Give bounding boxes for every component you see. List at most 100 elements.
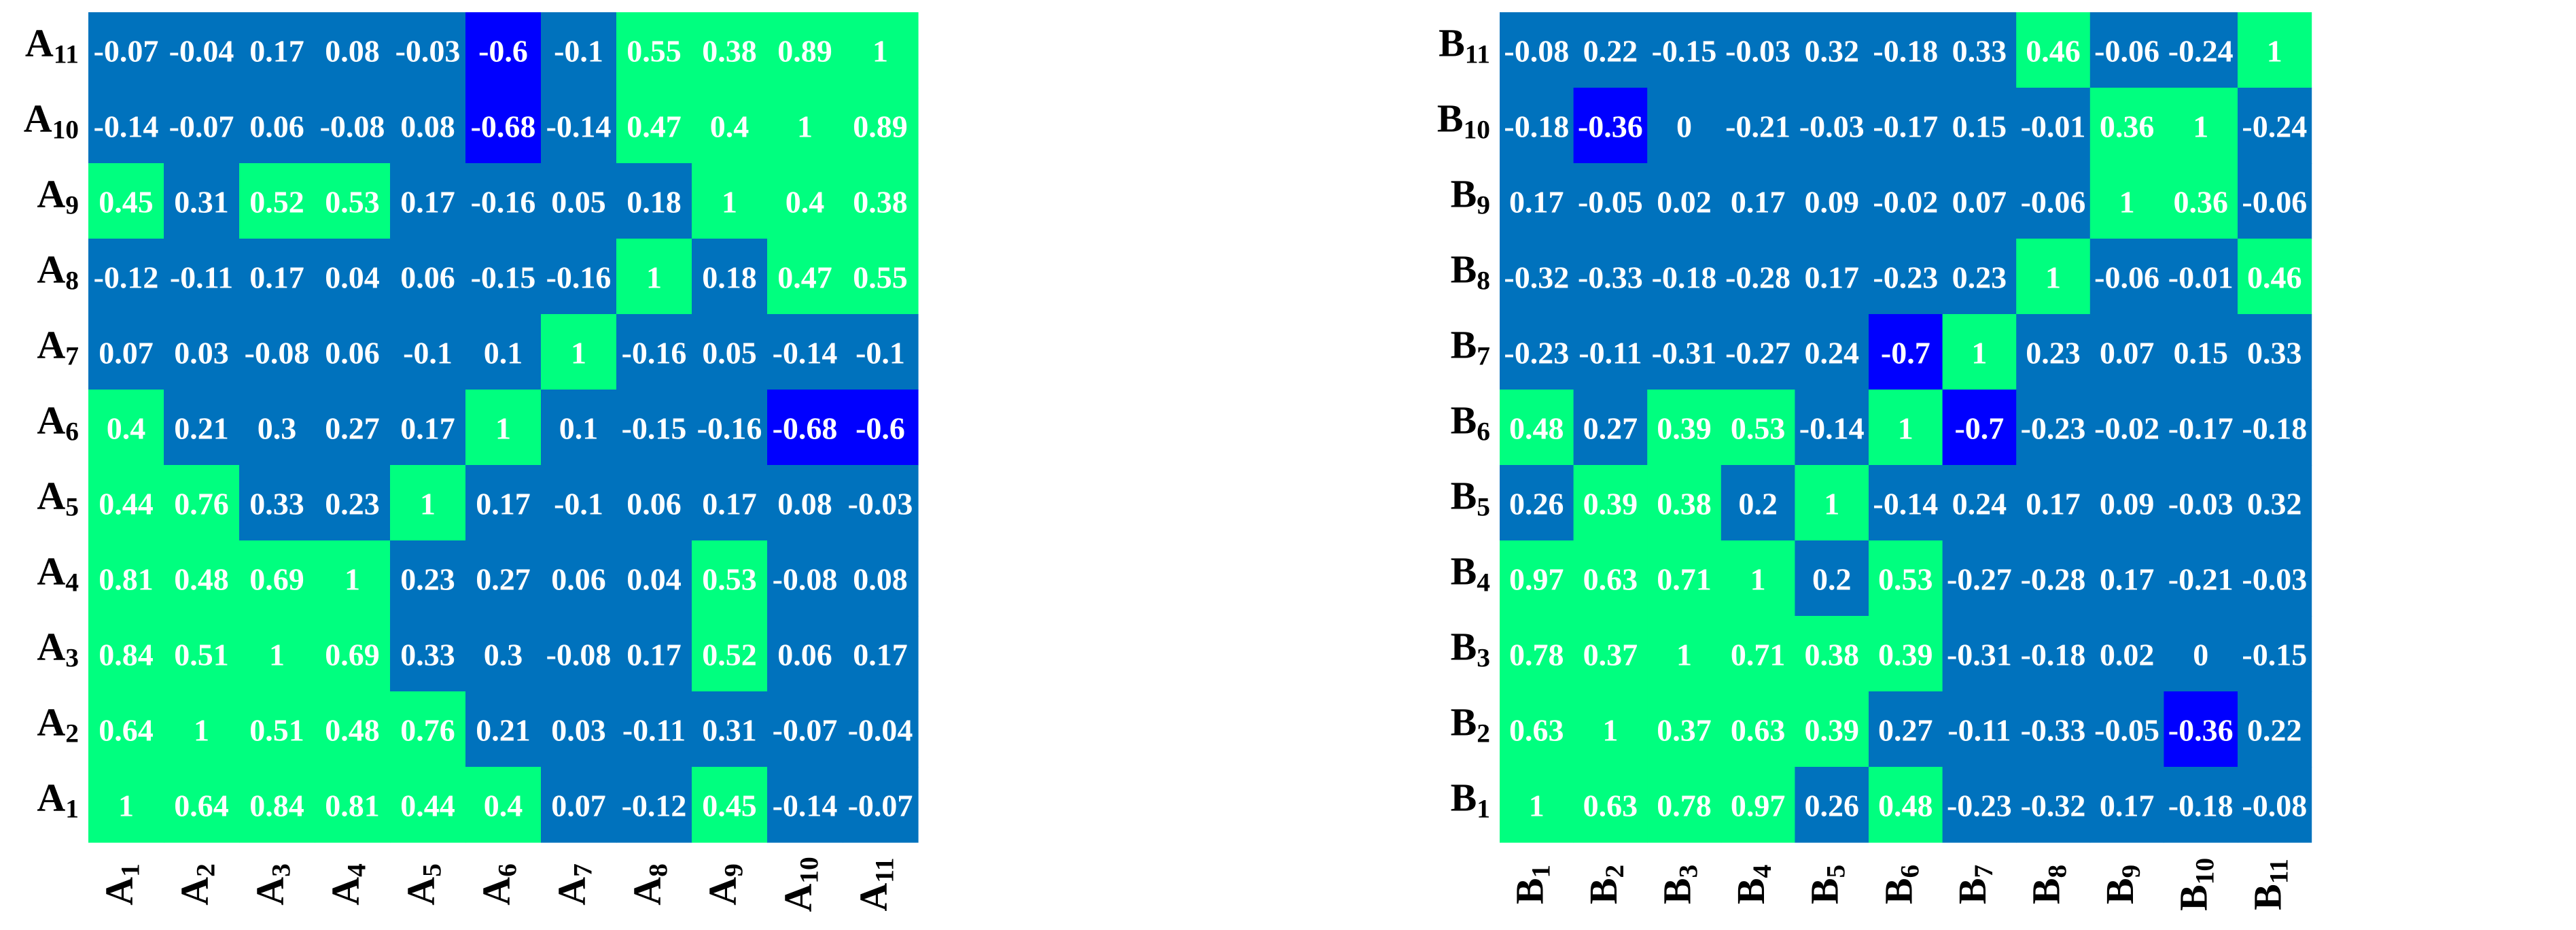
heatmap-a-value-r8-c7: 0.17 [627,638,682,672]
heatmap-a-cell-r5-c7 [616,390,692,466]
heatmap-a-cell-r8-c9 [767,616,843,692]
heatmap-a-cell-r6-c10 [843,465,919,541]
heatmap-b-cell-r6-c9 [2164,465,2238,541]
heatmap-a-cell-r10-c7 [616,767,692,843]
heatmap-a-cell-r9-c8 [692,691,768,768]
heatmap-b-cell-r0-c5 [1869,12,1943,88]
heatmap-a-cell-r0-c4 [390,12,466,88]
heatmap-a-cell-r3-c6 [541,239,617,315]
heatmap-b-cell-r1-c10 [2238,88,2312,164]
heatmap-b-value-r3-c10: 0.46 [2247,260,2302,295]
heatmap-a-value-r2-c10: 0.38 [853,185,908,220]
heatmap-b-cell-r7-c5 [1869,540,1943,617]
heatmap-b-cell-r9-c9 [2164,691,2238,768]
heatmap-a-cell-r7-c3 [315,540,391,617]
heatmap-a-value-r10-c7: -0.12 [622,789,687,823]
heatmap-a-value-r6-c7: 0.06 [627,487,682,521]
heatmap-b-cell-r6-c1 [1573,465,1648,541]
heatmap-b-cell-r5-c3 [1721,390,1795,466]
heatmap-a-cell-r5-c4 [390,390,466,466]
heatmap-a-value-r1-c2: 0.06 [249,109,304,144]
heatmap-a-value-r9-c3: 0.48 [325,713,380,748]
heatmap-b-value-r7-c8: 0.17 [2100,562,2155,597]
heatmap-b-value-r9-c3: 0.63 [1731,713,1786,748]
heatmap-b-cell-r4-c6 [1942,314,2017,390]
heatmap-b-value-r3-c6: 0.23 [1952,260,2007,295]
heatmap-b-value-r8-c0: 0.78 [1509,638,1564,672]
heatmap-b-cell-r4-c1 [1573,314,1648,390]
heatmap-a-cell-r8-c1 [164,616,240,692]
heatmap-a-cell-r0-c1 [164,12,240,88]
heatmap-b-value-r1-c5: -0.17 [1873,109,1938,144]
heatmap-b-value-r2-c5: -0.02 [1873,185,1938,220]
heatmap-b-cell-r10-c7 [2016,767,2091,843]
heatmap-a-value-r8-c10: 0.17 [853,638,908,672]
heatmap-b-cell-r7-c10 [2238,540,2312,617]
heatmap-b-cell-r6-c5 [1869,465,1943,541]
heatmap-b-value-r0-c4: 0.32 [1804,34,1859,69]
heatmap-b-value-r6-c1: 0.39 [1583,487,1638,521]
heatmap-b-value-r2-c7: -0.06 [2021,185,2086,220]
heatmap-b-value-r6-c8: 0.09 [2100,487,2155,521]
heatmap-b-value-r0-c10: 1 [2267,34,2282,69]
heatmap-a-col-label-5: A6 [474,863,523,906]
heatmap-b-value-r9-c6: -0.11 [1947,713,2011,748]
heatmap-a-value-r8-c6: -0.08 [546,638,612,672]
heatmap-b-cell-r7-c4 [1795,540,1869,617]
heatmap-a-value-r9-c4: 0.76 [400,713,455,748]
heatmap-b-col-label-5: B6 [1877,865,1925,904]
heatmap-b-cell-r2-c2 [1647,163,1722,239]
heatmap-b-value-r0-c6: 0.33 [1952,34,2007,69]
heatmap-a-col-label-1: A2 [173,863,221,906]
heatmap-a-value-r4-c9: -0.14 [773,336,838,371]
heatmap-b-value-r4-c1: -0.11 [1578,336,1642,371]
heatmap-b-value-r10-c4: 0.26 [1804,789,1859,823]
heatmap-a-value-r0-c6: -0.1 [554,34,603,69]
heatmap-a-cell-r0-c5 [465,12,542,88]
heatmap-a-value-r6-c4: 1 [420,487,436,521]
heatmap-a-cell-r5-c10 [843,390,919,466]
heatmap-a-cell-r8-c4 [390,616,466,692]
heatmap-b-cell-r4-c10 [2238,314,2312,390]
heatmap-a-cell-r2-c9 [767,163,843,239]
heatmap-b-value-r7-c7: -0.28 [2021,562,2086,597]
heatmap-b-value-r6-c4: 1 [1824,487,1839,521]
heatmap-b-value-r0-c1: 0.22 [1583,34,1638,69]
heatmap-b-value-r8-c5: 0.39 [1878,638,1933,672]
heatmap-a-cell-r2-c6 [541,163,617,239]
heatmap-a-cell-r1-c4 [390,88,466,164]
heatmap-a-cell-r3-c5 [465,239,542,315]
heatmap-a-cell-r0-c7 [616,12,692,88]
heatmap-b-cell-r3-c2 [1647,239,1722,315]
heatmap-a-cell-r7-c7 [616,540,692,617]
heatmap-b-cell-r3-c5 [1869,239,1943,315]
heatmap-b-cell-r5-c6 [1942,390,2017,466]
heatmap-b-row-label-3: B8 [1451,247,1490,296]
heatmap-a-value-r8-c9: 0.06 [777,638,832,672]
heatmap-b-col-label-7: B8 [2024,865,2072,904]
heatmap-b-cell-r9-c7 [2016,691,2091,768]
heatmap-a-value-r6-c0: 0.44 [99,487,154,521]
heatmap-b-value-r8-c3: 0.71 [1731,638,1786,672]
heatmap-a-value-r5-c0: 0.4 [107,411,146,446]
heatmap-b-value-r5-c10: -0.18 [2242,411,2307,446]
heatmap-b-cell-r0-c0 [1500,12,1574,88]
heatmap-b-cell-r7-c2 [1647,540,1722,617]
heatmap-b-value-r5-c6: -0.7 [1954,411,2004,446]
heatmap-b-value-r6-c2: 0.38 [1657,487,1712,521]
heatmap-a-value-r3-c1: -0.11 [170,260,233,295]
heatmap-b-value-r9-c2: 0.37 [1657,713,1712,748]
heatmap-a-cell-r5-c6 [541,390,617,466]
heatmap-a-cell-r8-c10 [843,616,919,692]
heatmap-b-cell-r4-c7 [2016,314,2091,390]
heatmap-a-row-label-3: A8 [37,247,79,296]
heatmap-a-value-r9-c6: 0.03 [551,713,606,748]
heatmap-b-value-r6-c6: 0.24 [1952,487,2007,521]
heatmap-a-cell-r7-c2 [239,540,315,617]
heatmap-a-value-r2-c9: 0.4 [786,185,825,220]
heatmap-a-value-r0-c9: 0.89 [777,34,832,69]
heatmap-b-value-r4-c6: 1 [1971,336,1987,371]
heatmap-b-col-label-3: B4 [1729,865,1777,904]
heatmap-a-value-r4-c4: -0.1 [403,336,453,371]
heatmap-a-value-r0-c5: -0.6 [478,34,528,69]
